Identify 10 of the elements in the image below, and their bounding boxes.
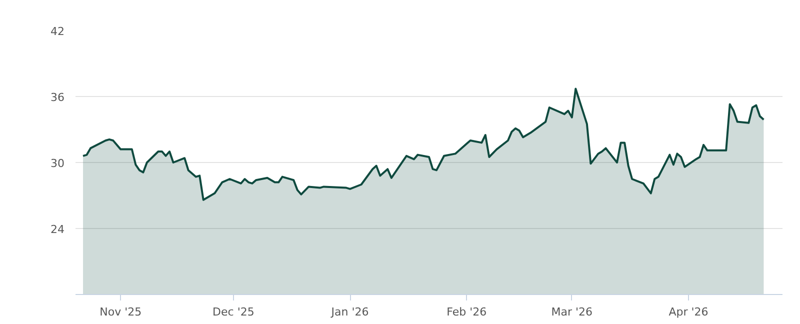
x-tick-label: Mar '26: [551, 306, 593, 318]
y-tick-label: 42: [50, 25, 65, 38]
x-tick-label: Feb '26: [446, 306, 487, 318]
y-tick-label: 24: [50, 223, 65, 236]
y-tick-label: 30: [50, 157, 65, 170]
x-tick-label: Nov '25: [100, 306, 142, 318]
y-tick-label: 36: [50, 91, 65, 104]
x-tick-label: Dec '25: [212, 306, 254, 318]
x-tick-label: Apr '26: [668, 306, 708, 318]
x-tick-label: Jan '26: [330, 306, 369, 318]
